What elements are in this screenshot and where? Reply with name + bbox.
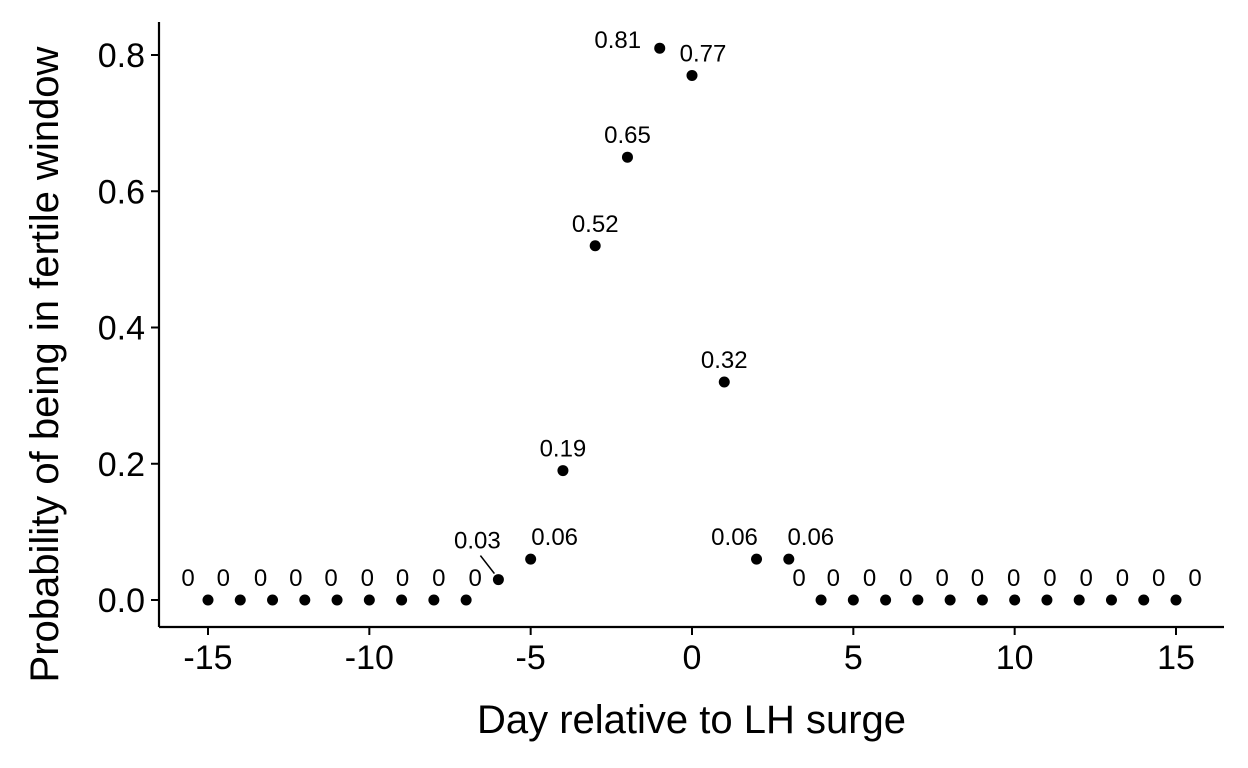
y-tick-label: 0.2	[98, 446, 145, 484]
data-label: 0	[1116, 565, 1129, 592]
data-label: 0	[863, 565, 876, 592]
data-label: 0.77	[680, 40, 727, 67]
data-label: 0.03	[454, 528, 501, 555]
data-label: 0	[181, 565, 194, 592]
y-axis: 0.0 0.2 0.4 0.6 0.8	[98, 22, 161, 627]
data-label: 0.06	[711, 524, 758, 551]
x-axis: -15 -10 -5 0 5 10 15	[159, 625, 1224, 677]
data-point	[751, 553, 763, 565]
data-label: 0.52	[572, 211, 619, 238]
data-label: 0	[468, 565, 481, 592]
data-point	[1009, 594, 1021, 606]
data-label: 0.81	[594, 27, 641, 54]
data-label: 0	[217, 565, 230, 592]
data-label: 0	[289, 565, 302, 592]
data-point	[621, 151, 633, 163]
data-label: 0	[971, 565, 984, 592]
x-axis-title: Day relative to LH surge	[477, 698, 906, 742]
data-point	[267, 594, 279, 606]
data-point	[686, 69, 698, 81]
data-label: 0	[935, 565, 948, 592]
data-point	[1073, 594, 1085, 606]
data-label: 0.65	[604, 122, 651, 149]
data-label: 0	[1007, 565, 1020, 592]
data-point	[783, 553, 795, 565]
data-point	[815, 594, 827, 606]
data-point	[976, 594, 988, 606]
x-tick-label: 10	[996, 639, 1034, 677]
data-point	[1170, 594, 1182, 606]
data-point	[396, 594, 408, 606]
data-label: 0	[899, 565, 912, 592]
data-point	[557, 465, 569, 477]
data-point	[1105, 594, 1117, 606]
y-tick-label: 0.4	[98, 310, 145, 348]
data-point	[331, 594, 343, 606]
y-tick-label: 0.0	[98, 582, 145, 620]
data-label: 0	[792, 565, 805, 592]
data-point	[847, 594, 859, 606]
data-point	[492, 574, 504, 586]
x-tick-label: 0	[683, 639, 702, 677]
data-label: 0	[1188, 565, 1201, 592]
data-label: 0	[396, 565, 409, 592]
y-tick-label: 0.6	[98, 173, 145, 211]
data-label: 0	[324, 565, 337, 592]
data-point	[1041, 594, 1053, 606]
data-point	[654, 42, 666, 54]
data-point	[589, 240, 601, 252]
data-labels: 0 0 0 0 0 0 0 0 00.03 0.060.190.520.650.81 0.770.3…	[181, 27, 1201, 592]
data-label: 0	[1080, 565, 1093, 592]
x-tick-label: -15	[183, 639, 232, 677]
x-tick-label: 15	[1157, 639, 1195, 677]
data-label: 0	[254, 565, 267, 592]
data-point	[234, 594, 246, 606]
data-label: 0.06	[787, 524, 834, 551]
data-point	[428, 594, 440, 606]
data-point	[202, 594, 214, 606]
data-point	[912, 594, 924, 606]
x-tick-label: -10	[345, 639, 394, 677]
data-point	[299, 594, 311, 606]
data-label: 0	[827, 565, 840, 592]
data-label: 0	[432, 565, 445, 592]
data-point	[1138, 594, 1150, 606]
data-label: 0.06	[531, 524, 578, 551]
data-point	[944, 594, 956, 606]
data-label: 0.32	[701, 347, 748, 374]
y-axis-title: Probability of being in fertile window	[23, 46, 67, 682]
x-tick-label: -5	[516, 639, 546, 677]
y-tick-label: 0.8	[98, 37, 145, 75]
data-point	[880, 594, 892, 606]
data-label: 0	[1043, 565, 1056, 592]
data-label: 0	[1152, 565, 1165, 592]
data-label: 0.19	[540, 436, 587, 463]
data-label: 0	[361, 565, 374, 592]
data-point	[460, 594, 472, 606]
data-point	[718, 376, 730, 388]
data-point	[525, 553, 537, 565]
label-leader-line	[479, 555, 496, 575]
data-point	[363, 594, 375, 606]
x-tick-label: 5	[844, 639, 863, 677]
data-points	[202, 42, 1182, 606]
